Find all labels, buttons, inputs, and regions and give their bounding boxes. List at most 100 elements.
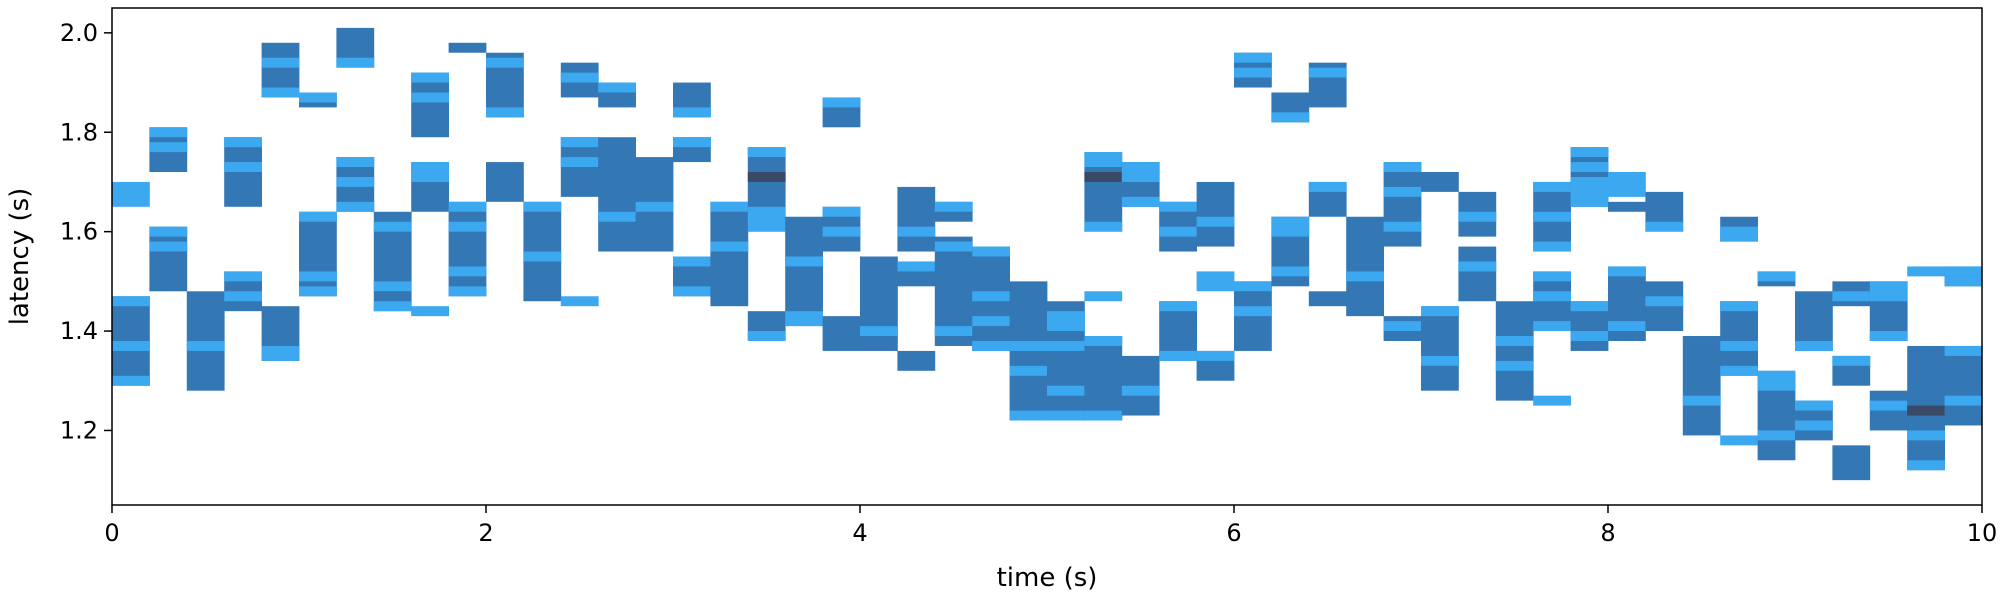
heatmap-cell — [261, 57, 300, 68]
heatmap-cell — [1308, 291, 1347, 307]
heatmap-cell — [1608, 172, 1646, 197]
heatmap-cell — [673, 286, 711, 297]
heatmap-cell — [486, 162, 524, 202]
heatmap-cell — [448, 201, 487, 297]
heatmap-cell — [785, 216, 823, 327]
heatmap-cell — [1533, 321, 1571, 332]
heatmap-cell — [336, 157, 375, 168]
heatmap-cell — [224, 137, 262, 148]
heatmap-cell — [1944, 395, 1983, 406]
heatmap-cell — [1533, 211, 1571, 222]
heatmap-cell — [448, 42, 487, 53]
heatmap-cell — [1196, 350, 1235, 361]
heatmap-cell — [336, 57, 375, 68]
heatmap-cell — [1720, 365, 1758, 376]
heatmap-cell — [1907, 266, 1945, 277]
heatmap-cell — [299, 286, 337, 297]
heatmap-cell — [186, 340, 225, 351]
heatmap-cell — [1645, 296, 1684, 307]
y-tick-label: 1.8 — [60, 118, 98, 146]
heatmap-cell — [1570, 162, 1609, 173]
heatmap-cell — [411, 306, 449, 317]
heatmap-cell — [972, 316, 1010, 327]
heatmap-cell — [224, 291, 262, 302]
heatmap-cell — [1009, 365, 1048, 376]
heatmap-cell — [1795, 420, 1833, 431]
heatmap-cell — [299, 271, 337, 282]
heatmap-cell — [1533, 271, 1571, 282]
heatmap-cell — [1308, 181, 1347, 192]
heatmap-cell — [1869, 281, 1908, 302]
heatmap-cell — [560, 137, 599, 148]
heatmap-cell — [822, 97, 861, 108]
heatmap-cell — [1720, 301, 1758, 376]
heatmap-cell — [1084, 152, 1123, 168]
heatmap-cell — [1383, 221, 1422, 232]
heatmap-cell — [1121, 196, 1160, 207]
heatmap-cell — [1832, 291, 1871, 302]
heatmap-cell — [1533, 241, 1571, 252]
heatmap-cell — [336, 201, 375, 212]
heatmap-cell — [673, 256, 711, 267]
heatmap-cell — [1720, 226, 1758, 242]
heatmap-cell — [934, 326, 973, 337]
heatmap-cell — [1869, 331, 1908, 341]
heatmap-cell — [1682, 395, 1721, 406]
heatmap-cell — [1421, 306, 1459, 317]
x-axis: 0 2 4 6 8 10 — [104, 505, 1997, 547]
heatmap-cell — [523, 201, 562, 212]
heatmap-cell — [1757, 271, 1796, 282]
heatmap-cell — [1047, 311, 1085, 332]
heatmap-cell — [747, 172, 786, 182]
heatmap-cell — [411, 92, 449, 103]
y-axis-label: latency (s) — [5, 188, 35, 326]
y-tick-label: 1.2 — [60, 416, 98, 444]
x-tick-label: 8 — [1600, 519, 1615, 547]
heatmap-cell — [635, 201, 674, 212]
heatmap-cell — [1533, 291, 1571, 302]
heatmap-cell — [972, 246, 1010, 257]
heatmap-cell — [1271, 112, 1310, 123]
heatmap-cell — [1757, 430, 1796, 441]
heatmap-cell — [710, 241, 749, 252]
heatmap-cell — [486, 107, 524, 118]
heatmap-cell — [1608, 201, 1646, 212]
heatmap-cell — [1271, 266, 1310, 277]
heatmap-cell — [112, 340, 150, 351]
heatmap-cell — [373, 281, 412, 292]
heatmap-cell — [1458, 211, 1497, 222]
heatmap-cell — [1907, 430, 1945, 441]
cells-layer — [112, 27, 1983, 481]
heatmap-cell — [822, 206, 861, 217]
heatmap-cell — [1570, 331, 1609, 341]
heatmap-cell — [1570, 301, 1609, 312]
x-tick-label: 6 — [1226, 519, 1241, 547]
heatmap-cell — [1121, 385, 1160, 396]
heatmap-cell — [112, 181, 150, 207]
heatmap-cell — [448, 221, 487, 232]
heatmap-cell — [1682, 336, 1721, 436]
heatmap-cell — [1234, 306, 1272, 317]
heatmap-cell — [1308, 67, 1347, 78]
heatmap-cell — [112, 296, 150, 307]
heatmap-cell — [1720, 340, 1758, 351]
heatmap-cell — [149, 226, 188, 237]
heatmap-cell — [1383, 186, 1422, 197]
heatmap-cell — [1570, 176, 1609, 207]
heatmap-cell — [1832, 445, 1871, 481]
heatmap-cell — [448, 201, 487, 212]
heatmap-cell — [1196, 271, 1235, 292]
heatmap-cell — [673, 107, 711, 118]
heatmap-cell — [1084, 410, 1123, 421]
heatmap-cell — [785, 311, 823, 327]
heatmap-cell — [673, 137, 711, 148]
heatmap-cell — [1159, 301, 1197, 312]
heatmap-cell — [411, 72, 449, 83]
heatmap-cell — [598, 82, 636, 93]
heatmap-cell — [1757, 370, 1796, 391]
heatmap-cell — [1084, 291, 1123, 302]
heatmap-cell — [149, 241, 188, 252]
heatmap-cell — [373, 221, 412, 232]
heatmap-cell — [1421, 306, 1459, 391]
